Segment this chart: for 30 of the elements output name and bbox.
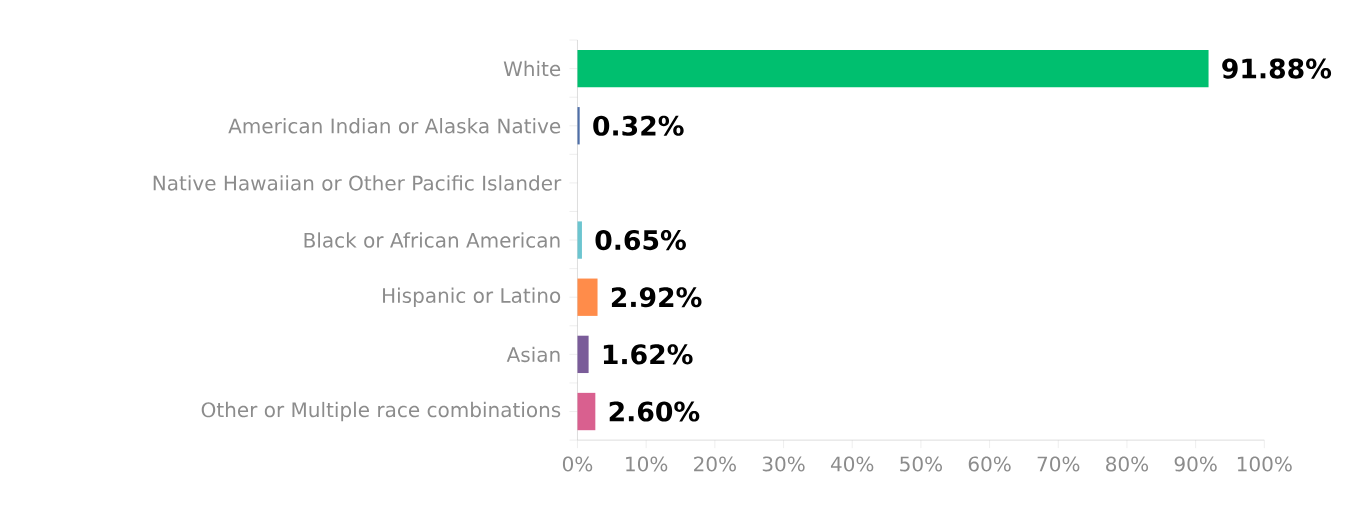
- data-label: 2.60%: [609, 401, 700, 422]
- bar: [577, 278, 598, 316]
- bar: [577, 49, 1209, 88]
- x-tick-label: 30%: [762, 456, 805, 472]
- data-label: 0.65%: [595, 229, 686, 250]
- data-label: 0.32%: [593, 115, 684, 136]
- x-tick-label: 20%: [694, 456, 736, 472]
- x-tick-label: 80%: [1106, 456, 1149, 472]
- bar: [577, 392, 596, 430]
- bar: [577, 335, 589, 373]
- x-tick-label: 100%: [1237, 456, 1292, 472]
- y-tick-label: Asian: [506, 346, 560, 362]
- x-tick-label: 60%: [968, 456, 1011, 472]
- data-label: 91.88%: [1222, 58, 1332, 79]
- y-tick-label: Other or Multiple race combinations: [201, 401, 561, 421]
- data-label: 2.92%: [611, 286, 702, 308]
- x-tick-label: 0%: [562, 456, 593, 472]
- bar: [577, 106, 580, 145]
- y-tick-label: White: [503, 60, 561, 77]
- x-tick-label: 50%: [900, 456, 943, 472]
- y-tick-label: American Indian or Alaska Native: [228, 117, 561, 134]
- x-tick-label: 70%: [1037, 456, 1080, 472]
- y-tick-label: Hispanic or Latino: [383, 287, 561, 307]
- bar: [577, 221, 582, 259]
- y-tick-label: Black or African American: [304, 232, 560, 248]
- x-tick-label: 40%: [830, 456, 874, 472]
- y-tick-label: Native Hawaiian or Other Pacific Islander: [153, 174, 562, 191]
- data-label: 1.62%: [603, 344, 693, 365]
- x-tick-label: 10%: [626, 456, 668, 472]
- x-tick-label: 90%: [1174, 456, 1217, 472]
